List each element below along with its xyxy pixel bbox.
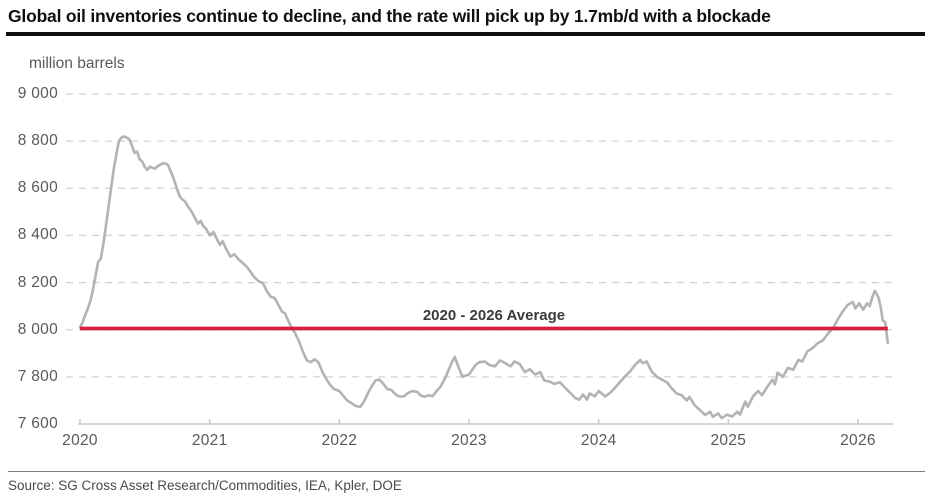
footer-divider <box>8 471 925 473</box>
inventory-line <box>78 135 890 420</box>
y-tick-label: 8 800 <box>17 132 58 150</box>
plot-svg <box>66 93 893 425</box>
source-text: Source: SG Cross Asset Research/Commodit… <box>8 478 402 493</box>
x-tick-label: 2026 <box>840 432 876 449</box>
y-tick-label: 7 800 <box>17 367 58 385</box>
x-tick-label: 2020 <box>62 432 98 449</box>
page-title: Global oil inventories continue to decli… <box>8 6 771 26</box>
title-underline <box>6 32 925 36</box>
y-tick-label: 8 200 <box>17 273 58 291</box>
x-tick-label: 2025 <box>710 432 747 449</box>
average-line-label: 2020 - 2026 Average <box>422 307 566 324</box>
y-tick-label: 9 000 <box>17 85 58 102</box>
y-tick-label: 8 000 <box>17 320 58 338</box>
x-tick-label: 2024 <box>580 432 617 449</box>
y-tick-label: 8 400 <box>17 226 58 244</box>
y-tick-label: 8 600 <box>17 179 58 197</box>
x-tick-label: 2023 <box>451 432 487 449</box>
x-tick-label: 2021 <box>191 432 228 449</box>
y-axis-unit-label: million barrels <box>29 55 125 72</box>
x-tick-label: 2022 <box>321 432 358 449</box>
y-tick-label: 7 600 <box>17 415 58 432</box>
oil-inventories-chart: million barrels 2020 - 2026 Average 9 00… <box>0 42 930 462</box>
